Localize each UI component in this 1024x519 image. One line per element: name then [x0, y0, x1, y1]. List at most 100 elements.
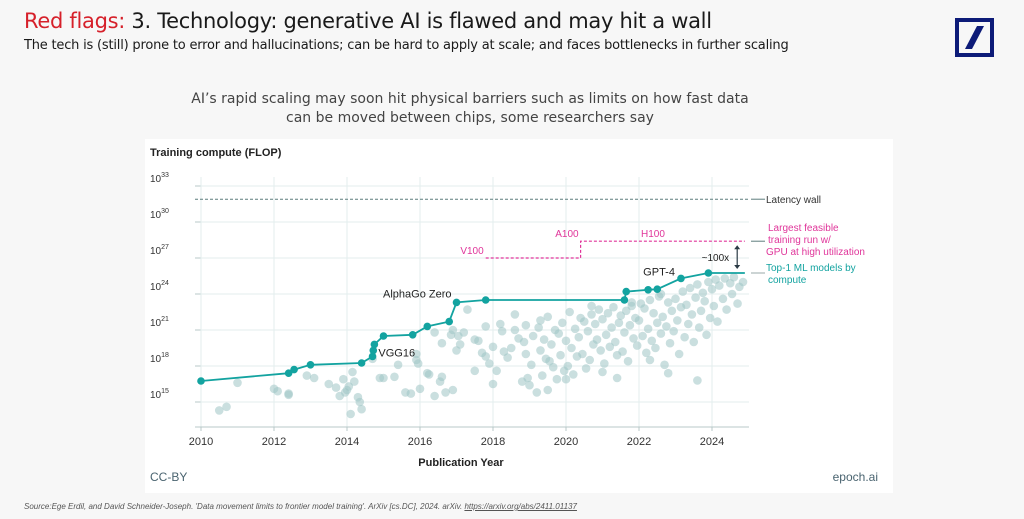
model-point: [704, 277, 713, 287]
model-point: [738, 277, 748, 287]
x-tick-label: 2016: [408, 436, 432, 448]
x-tick-label: 2022: [627, 436, 651, 448]
model-point: [642, 348, 651, 358]
model-point: [379, 373, 388, 383]
model-point: [348, 367, 357, 377]
y-axis-ticks: 1033 1030 1027 1024 1021 1018 1015: [150, 172, 169, 401]
model-point: [324, 379, 334, 389]
model-point: [583, 326, 593, 336]
model-point: [565, 307, 574, 317]
frontier-point: [653, 285, 662, 293]
model-point: [671, 294, 680, 304]
model-point: [556, 350, 565, 360]
model-point: [603, 308, 613, 318]
y-tick-label: 1027: [150, 244, 169, 257]
model-point: [519, 337, 529, 347]
model-point: [662, 322, 671, 331]
model-point: [707, 284, 717, 294]
model-point: [488, 342, 498, 352]
model-point: [534, 323, 543, 332]
model-point: [718, 294, 728, 304]
model-point: [625, 320, 635, 330]
model-point: [656, 329, 666, 338]
model-point: [683, 319, 693, 329]
model-point: [674, 349, 684, 359]
frontier-point: [284, 369, 293, 377]
model-point: [658, 312, 668, 322]
model-point: [601, 330, 611, 340]
model-point: [424, 370, 434, 379]
model-point: [561, 336, 571, 346]
model-point: [693, 280, 702, 289]
model-point: [455, 340, 465, 349]
x-tick-label: 2014: [335, 436, 359, 448]
model-point: [547, 340, 556, 349]
model-point: [594, 305, 604, 314]
slide-title: Red flags: 3. Technology: generative AI …: [24, 9, 712, 33]
model-point: [346, 409, 355, 419]
x-tick-label: 2024: [700, 436, 724, 448]
frontier-point: [704, 269, 713, 277]
model-point: [574, 332, 584, 342]
model-point: [488, 379, 498, 389]
model-point: [667, 306, 677, 316]
model-point: [481, 322, 491, 331]
model-point: [539, 335, 549, 344]
gpu-step-label-h100: H100: [641, 229, 665, 240]
gpu-limit-label-line: Largest feasible: [768, 223, 839, 234]
model-point: [669, 326, 678, 336]
y-tick-label: 1030: [150, 208, 169, 221]
model-point: [390, 372, 399, 382]
model-label-alphago-zero: AlphaGo Zero: [383, 288, 451, 300]
gpu-step-label-a100: A100: [555, 229, 579, 240]
model-point: [510, 325, 520, 335]
frontier-point: [677, 274, 685, 283]
frontier-point: [408, 331, 417, 339]
model-point: [612, 373, 622, 383]
x-tick-label: 2020: [554, 436, 578, 448]
model-point: [570, 324, 580, 334]
source-text: Source:Ege Erdil, and David Schneider-Jo…: [24, 502, 465, 511]
source-link[interactable]: https://arxiv.org/abs/2411.01137: [464, 502, 577, 511]
model-point: [273, 386, 282, 396]
model-point: [689, 337, 699, 347]
model-point: [705, 313, 715, 323]
frontier-point: [357, 359, 366, 367]
model-point: [528, 331, 538, 341]
frontier-point: [481, 296, 490, 304]
model-point: [350, 377, 359, 386]
x-tick-label: 2012: [262, 436, 286, 448]
model-label-gpt-4: GPT-4: [643, 266, 675, 278]
model-point: [532, 388, 542, 397]
model-point: [722, 305, 731, 314]
chart-card: 1033 1030 1027 1024 1021 1018 1015 2010 2012 201…: [145, 139, 893, 493]
annotations: Latency wall V100 A100 H100 Largest feasible…: [195, 195, 865, 269]
model-point: [536, 346, 545, 355]
frontier-point: [290, 365, 298, 374]
headline-line-1: AI’s rapid scaling may soon hit physical…: [191, 91, 749, 107]
model-point: [663, 368, 673, 378]
model-point: [645, 355, 655, 365]
model-point: [585, 355, 595, 365]
frontier-point: [370, 340, 379, 349]
model-point: [548, 362, 558, 372]
model-point: [691, 293, 700, 302]
model-point: [523, 373, 532, 383]
model-point: [581, 364, 591, 373]
x-tick-label: 2010: [189, 436, 213, 448]
y-axis-label: Training compute (FLOP): [150, 147, 282, 159]
model-point: [558, 318, 567, 328]
model-point: [678, 287, 688, 296]
model-point: [623, 356, 633, 366]
model-point: [415, 384, 425, 394]
slide-subtitle: The tech is (still) prone to error and h…: [24, 38, 789, 53]
model-point: [578, 349, 587, 359]
model-point: [474, 336, 483, 346]
gap-arrow-down-icon: [734, 265, 741, 269]
model-point: [525, 380, 534, 390]
frontier-point: [452, 298, 461, 307]
latency-wall-label: Latency wall: [766, 195, 821, 206]
model-point: [587, 310, 596, 319]
model-point: [713, 317, 722, 326]
model-point: [592, 335, 602, 344]
